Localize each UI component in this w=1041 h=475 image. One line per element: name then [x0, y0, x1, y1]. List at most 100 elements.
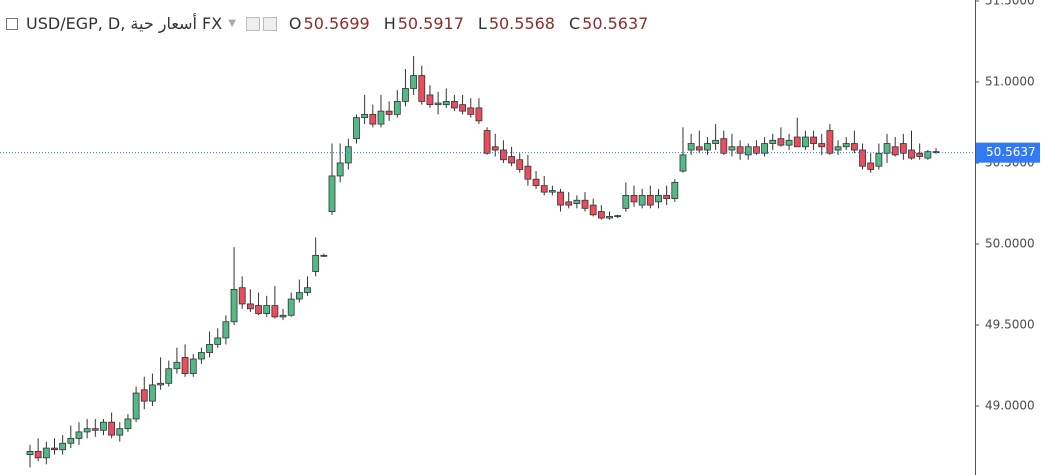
candle-body	[361, 113, 369, 119]
candle-body	[157, 382, 164, 386]
field-value: 50.5699	[303, 14, 370, 33]
candle-body	[581, 199, 589, 209]
candle-body	[679, 154, 687, 172]
candle-body	[124, 418, 132, 430]
candle-body	[418, 75, 426, 102]
candle-body	[483, 130, 491, 154]
field-label: H	[383, 14, 396, 33]
y-tick-label: 51.0000	[985, 74, 1035, 88]
candle-body	[573, 199, 581, 204]
candle-body	[818, 143, 826, 148]
field-value: 50.5917	[397, 14, 464, 33]
candle-body	[850, 143, 858, 151]
candle-body	[189, 358, 197, 374]
candle-body	[622, 194, 630, 209]
field-label: O	[288, 14, 302, 33]
candle-body	[328, 175, 336, 212]
candle-body	[377, 110, 385, 125]
candle-body	[181, 356, 189, 374]
candle-body	[255, 305, 262, 315]
candle-body	[491, 146, 499, 151]
candle-body	[597, 211, 605, 219]
candle-body	[671, 182, 679, 200]
candle-body	[100, 421, 107, 431]
candle-body	[557, 191, 564, 206]
candle-body	[426, 94, 434, 106]
candle-body	[899, 143, 907, 154]
candle-body	[165, 368, 173, 384]
candle-body	[516, 159, 524, 170]
candle-body	[589, 204, 597, 216]
candle-body	[704, 143, 711, 151]
candle-body	[508, 156, 515, 164]
candle-body	[140, 389, 148, 402]
candle-body	[108, 421, 116, 436]
symbol-title: USD/EGP, D, أسعار حية FX	[26, 14, 223, 33]
visibility-icon[interactable]	[245, 16, 260, 31]
candle-body	[149, 384, 156, 402]
candle-body	[810, 136, 817, 144]
candle-body	[500, 149, 507, 161]
collapse-icon[interactable]	[6, 17, 18, 30]
candle-body	[614, 215, 622, 218]
candle-body	[116, 428, 124, 436]
candle-body	[320, 254, 328, 257]
candle-body	[312, 254, 320, 272]
candle-body	[891, 146, 899, 156]
candle-body	[712, 139, 720, 144]
candle-body	[230, 288, 238, 323]
candle-body	[540, 185, 548, 193]
candle-body	[279, 314, 287, 318]
candle-body	[826, 130, 834, 154]
candle-body	[565, 201, 573, 206]
settings-icon[interactable]	[262, 16, 277, 31]
candle-body	[769, 139, 777, 144]
candle-body	[802, 136, 809, 148]
candle-body	[214, 337, 222, 345]
candle-body	[908, 149, 915, 159]
candle-body	[793, 136, 801, 148]
candle-body	[263, 305, 271, 315]
candle-body	[51, 447, 58, 451]
field-value: 50.5568	[488, 14, 555, 33]
candle-body	[434, 102, 442, 106]
candle-body	[59, 442, 67, 451]
y-tick-label: 49.0000	[985, 398, 1035, 412]
legend-header: USD/EGP, D, أسعار حية FX ▼ O 50.5699 H 50.…	[6, 14, 662, 33]
candle-body	[67, 437, 75, 444]
candle-body	[467, 107, 475, 115]
candle-body	[638, 194, 646, 206]
candle-body	[304, 287, 311, 293]
field-label: L	[477, 14, 487, 33]
candle-body	[369, 113, 377, 125]
candle-body	[916, 152, 924, 157]
candle-body	[238, 287, 246, 305]
y-tick-label: 50.0000	[985, 236, 1035, 250]
candle-body	[442, 101, 450, 106]
candle-body	[630, 194, 638, 203]
candle-body	[532, 178, 540, 187]
candle-body	[875, 152, 883, 167]
dropdown-arrow[interactable]: ▼	[228, 18, 236, 29]
y-tick-label: 49.5000	[985, 317, 1035, 331]
candle-body	[344, 146, 352, 164]
candle-body	[753, 146, 760, 154]
candle-body	[336, 162, 344, 177]
candle-body	[385, 110, 393, 115]
candle-body	[173, 361, 181, 370]
candle-body	[451, 101, 458, 109]
candle-body	[459, 104, 466, 112]
candle-body	[393, 101, 401, 115]
candle-body	[744, 146, 752, 156]
candle-body	[834, 146, 842, 151]
candle-body	[842, 143, 850, 148]
candle-body	[475, 107, 483, 122]
candle-body	[785, 139, 793, 146]
candle-body	[606, 216, 613, 219]
candle-body	[287, 298, 295, 316]
candle-body	[295, 292, 303, 300]
candle-body	[410, 75, 418, 89]
candle-body	[91, 428, 99, 431]
